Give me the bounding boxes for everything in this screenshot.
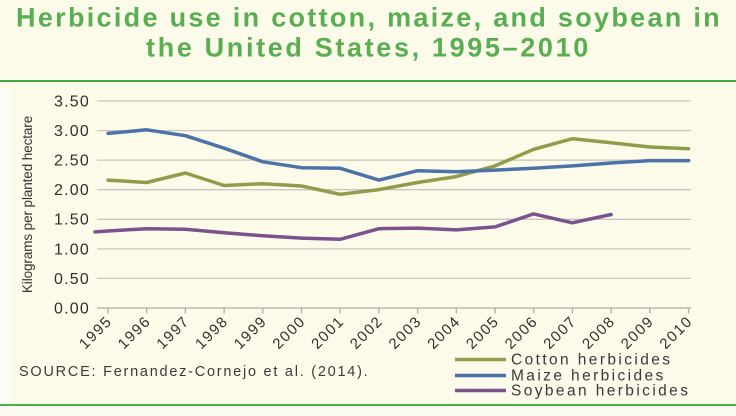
svg-text:1.00: 1.00 — [54, 241, 90, 258]
svg-text:2004: 2004 — [424, 313, 464, 353]
svg-text:Soybean herbicides: Soybean herbicides — [511, 383, 690, 400]
svg-text:2000: 2000 — [269, 313, 309, 353]
svg-text:2002: 2002 — [347, 313, 387, 353]
svg-text:0.00: 0.00 — [54, 301, 90, 318]
svg-text:Maize herbicides: Maize herbicides — [511, 368, 666, 385]
svg-text:3.50: 3.50 — [54, 93, 90, 110]
svg-text:1998: 1998 — [192, 313, 232, 353]
svg-text:2.50: 2.50 — [54, 153, 90, 170]
svg-text:Herbicide use in cotton, maize: Herbicide use in cotton, maize, and soyb… — [16, 3, 722, 33]
svg-text:2007: 2007 — [540, 313, 580, 353]
svg-text:2009: 2009 — [618, 313, 658, 353]
svg-text:2005: 2005 — [463, 313, 503, 353]
svg-text:2001: 2001 — [308, 313, 348, 353]
svg-text:0.50: 0.50 — [54, 271, 90, 288]
svg-text:2010: 2010 — [656, 313, 696, 353]
svg-text:2008: 2008 — [579, 313, 619, 353]
svg-text:1995: 1995 — [76, 313, 116, 353]
svg-text:2003: 2003 — [386, 313, 426, 353]
svg-text:Kilograms per planted hectare: Kilograms per planted hectare — [20, 116, 35, 293]
svg-text:Cotton herbicides: Cotton herbicides — [511, 352, 672, 369]
svg-text:1997: 1997 — [153, 313, 193, 353]
svg-text:3.00: 3.00 — [54, 123, 90, 140]
svg-text:2006: 2006 — [502, 313, 542, 353]
svg-text:2.00: 2.00 — [54, 182, 90, 199]
svg-text:1999: 1999 — [231, 313, 271, 353]
svg-text:SOURCE: Fernandez-Cornejo et a: SOURCE: Fernandez-Cornejo et al. (2014). — [19, 364, 369, 380]
svg-text:1996: 1996 — [115, 313, 155, 353]
svg-text:the United States, 1995–2010: the United States, 1995–2010 — [146, 33, 591, 63]
svg-text:1.50: 1.50 — [54, 212, 90, 229]
